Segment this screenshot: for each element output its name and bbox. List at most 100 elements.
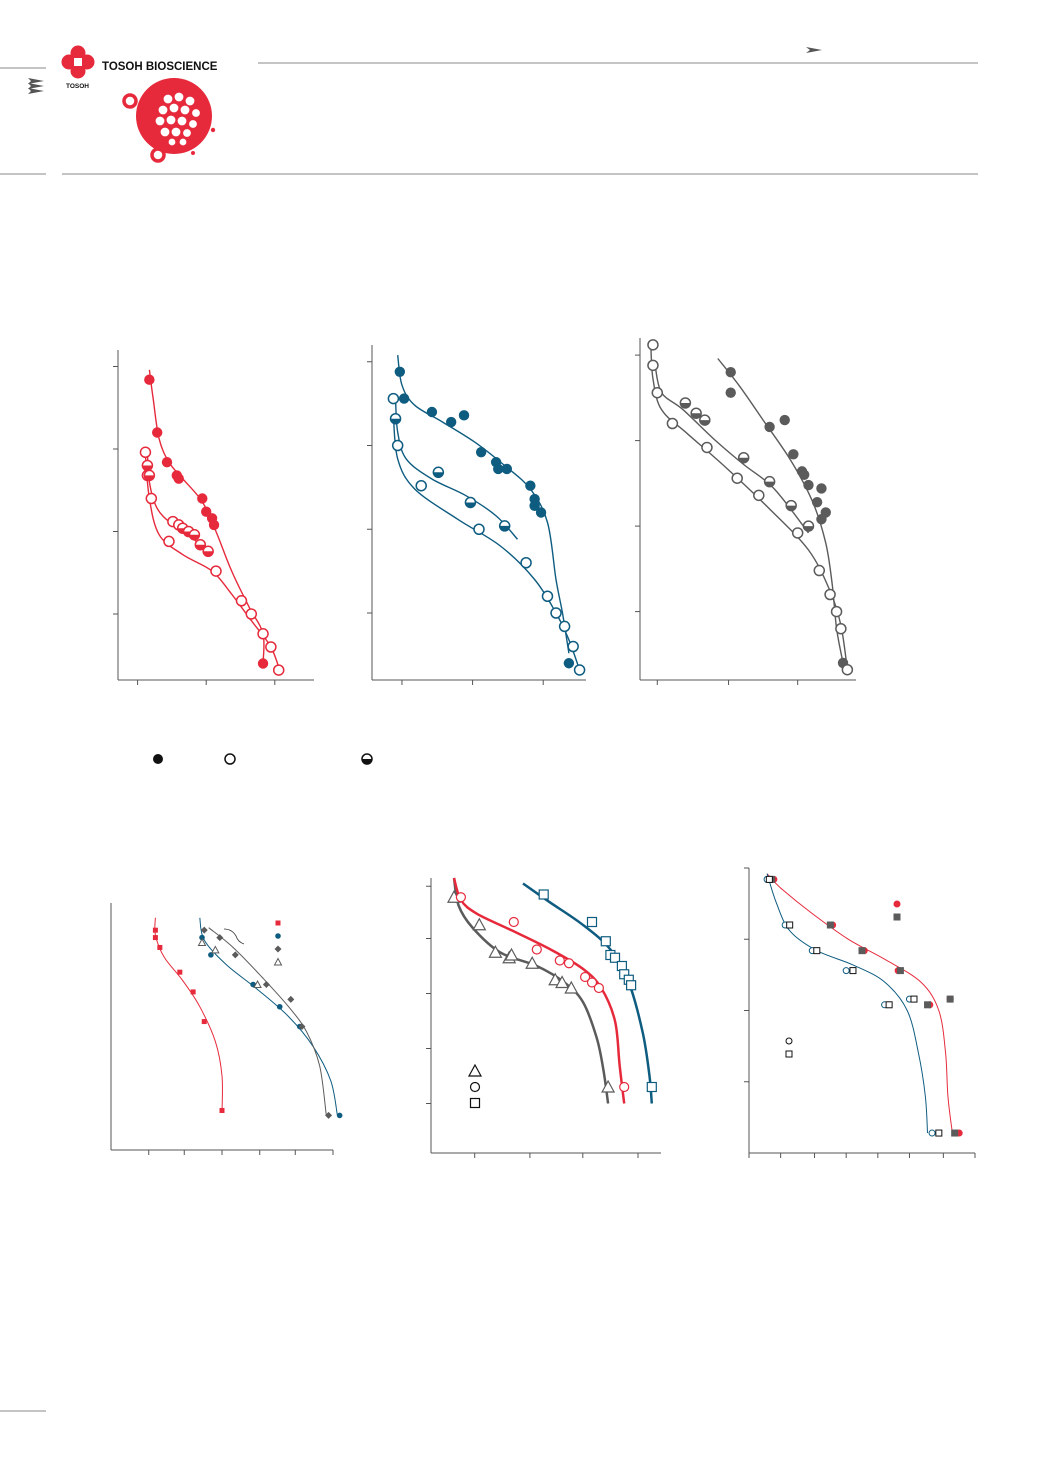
data-point [197, 937, 207, 947]
chart-bottom-left [110, 903, 343, 1155]
data-point [647, 359, 659, 372]
legend-marker [469, 1081, 481, 1093]
data-point [541, 590, 554, 602]
data-point [935, 1129, 943, 1137]
data-point [841, 663, 854, 676]
bead-cell [178, 137, 188, 147]
data-point [504, 947, 519, 961]
data-point [272, 664, 285, 676]
legend-marker-filled [153, 754, 163, 764]
data-point [194, 538, 207, 551]
series-curve [199, 917, 338, 1116]
data-point [910, 995, 918, 1003]
series-curve [144, 455, 282, 674]
data-point [842, 967, 850, 975]
data-point [763, 475, 776, 488]
bead-circle-emblem [122, 78, 216, 163]
chart-top-right [635, 338, 856, 685]
data-point [143, 469, 156, 482]
data-point [415, 479, 427, 492]
legend-marker-half [361, 753, 373, 765]
data-point [139, 446, 152, 459]
bead-cell [184, 95, 196, 107]
data-point [458, 410, 470, 421]
data-point [389, 412, 402, 425]
data-point [475, 447, 487, 458]
data-point [593, 982, 605, 994]
data-point [764, 421, 775, 433]
data-point [725, 387, 736, 398]
data-point [262, 981, 270, 989]
bead-cell [167, 137, 177, 147]
data-point [731, 472, 743, 484]
data-point [701, 441, 713, 454]
data-point [651, 386, 664, 399]
data-point [586, 916, 598, 928]
data-point [579, 971, 591, 983]
data-point [163, 535, 175, 548]
data-point [600, 936, 611, 947]
data-point [816, 514, 827, 525]
data-point [265, 641, 277, 653]
data-point [464, 496, 477, 509]
data-point [257, 628, 269, 640]
data-point [811, 496, 823, 508]
data-point [210, 565, 222, 577]
bead-cell [170, 126, 182, 138]
data-point [555, 975, 570, 989]
data-point [216, 934, 224, 942]
data-point [690, 407, 702, 419]
data-point [173, 473, 184, 484]
legend-marker [893, 900, 901, 908]
data-point [501, 463, 513, 475]
bead-cell [179, 104, 191, 116]
data-point [946, 995, 954, 1003]
data-point [200, 926, 208, 934]
data-point [473, 523, 485, 535]
data-point [564, 980, 579, 994]
data-point [387, 392, 400, 405]
data-point [257, 658, 269, 669]
data-point [141, 459, 154, 472]
data-point [646, 1081, 657, 1093]
legend-marker [469, 1097, 481, 1109]
data-point [188, 529, 201, 541]
data-point [531, 944, 542, 955]
data-point [445, 416, 457, 428]
data-point [520, 557, 532, 569]
legend-brace [223, 928, 245, 945]
legend-marker [785, 1050, 793, 1058]
series-curve [154, 917, 223, 1114]
data-point [786, 921, 794, 929]
data-point [202, 545, 214, 558]
data-point [573, 664, 586, 676]
tosoh-cross-logo [61, 45, 95, 79]
data-point [885, 1001, 893, 1009]
data-point [235, 595, 248, 607]
data-point [699, 414, 711, 426]
data-point [813, 947, 821, 955]
data-point [779, 414, 790, 426]
data-point [391, 439, 404, 452]
series-curve [452, 877, 610, 1104]
data-point [785, 499, 797, 512]
data-point [276, 1003, 283, 1010]
data-point [737, 451, 750, 464]
data-point [525, 955, 540, 969]
data-point [550, 607, 562, 619]
data-point [803, 479, 814, 491]
data-point [177, 969, 183, 975]
data-point [455, 892, 466, 903]
legend-marker [275, 933, 281, 939]
bead-cell [157, 104, 169, 116]
data-point [813, 564, 826, 577]
triple-chevron-icon [28, 78, 44, 94]
data-point [824, 588, 836, 601]
data-point [835, 622, 847, 635]
data-point [152, 427, 163, 438]
data-point [152, 927, 158, 933]
legend-marker [785, 1037, 793, 1045]
data-point [548, 972, 563, 986]
data-point [858, 947, 866, 955]
